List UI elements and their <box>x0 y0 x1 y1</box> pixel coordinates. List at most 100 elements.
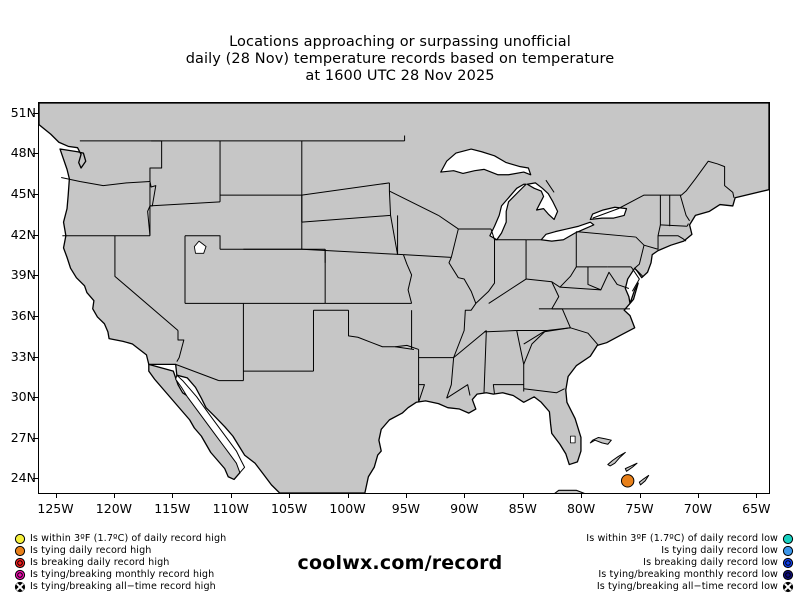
circle-blue-ring-icon <box>782 557 794 569</box>
state-border-line <box>448 257 477 304</box>
legend-item: Is tying/breaking monthly record low <box>494 569 794 581</box>
water-lake-okeechobee <box>570 435 576 444</box>
circle-magenta-ring-icon <box>14 569 26 581</box>
legend-item: Is tying/breaking monthly record high <box>14 569 314 581</box>
longitude-tick <box>347 493 349 498</box>
legend-item: Is within 3ºF (1.7ºC) of daily record hi… <box>14 533 314 545</box>
legend-item: Is within 3ºF (1.7ºC) of daily record lo… <box>494 533 794 545</box>
longitude-tick <box>581 493 583 498</box>
state-border-line <box>559 286 601 291</box>
longitude-axis: 125W 120W 115W 110W 105W 100W 95W 90W 85W 80W 75W 7… <box>37 493 770 516</box>
water-lake-michigan <box>489 183 527 241</box>
state-border-line <box>185 235 221 250</box>
state-border-line <box>149 140 163 182</box>
legend-item-label: Is within 3ºF (1.7ºC) of daily record lo… <box>586 533 778 544</box>
state-border-line <box>402 254 413 304</box>
state-border-line <box>523 388 565 394</box>
map-canvas[interactable] <box>39 103 769 493</box>
longitude-label: 125W <box>37 501 74 516</box>
state-border-line <box>446 303 477 399</box>
legend-item-label: Is tying/breaking monthly record low <box>598 569 778 580</box>
longitude-label: 105W <box>271 501 308 516</box>
legend-item: Is tying daily record high <box>14 545 314 557</box>
station-dot[interactable] <box>620 474 635 488</box>
legend-item-label: Is breaking daily record high <box>30 557 170 568</box>
latitude-label: 24N <box>10 470 36 486</box>
longitude-tick <box>113 493 115 498</box>
latitude-tick <box>33 356 38 358</box>
latitude-label: 39N <box>10 267 36 283</box>
legend-item: Is tying/breaking all−time record high <box>14 581 314 593</box>
landmass-bahamas <box>638 474 650 486</box>
water-gulf-of-california <box>175 374 246 474</box>
legend-item-label: Is within 3ºF (1.7ºC) of daily record hi… <box>30 533 227 544</box>
state-border-line <box>634 236 645 269</box>
state-border-line <box>634 267 644 277</box>
latitude-tick <box>33 478 38 480</box>
landmass-bahamas <box>589 436 612 445</box>
legend-item-label: Is tying/breaking all−time record high <box>30 581 216 592</box>
map-state-borders-layer <box>61 135 735 403</box>
latitude-tick <box>33 315 38 317</box>
latitude-tick <box>33 275 38 277</box>
longitude-label: 70W <box>683 501 713 516</box>
latitude-label: 30N <box>10 389 36 405</box>
state-border-line <box>686 223 689 227</box>
site-watermark: coolwx.com/record <box>297 552 503 574</box>
longitude-tick <box>522 493 524 498</box>
state-border-line <box>516 330 525 392</box>
state-border-line <box>395 346 414 350</box>
state-border-line <box>61 176 157 236</box>
state-border-line <box>551 231 577 288</box>
state-border-line <box>483 330 517 333</box>
map-landmass-layer <box>39 103 769 493</box>
water-lake-ontario <box>589 206 628 221</box>
map-panel[interactable] <box>38 102 770 494</box>
longitude-label: 65W <box>742 501 771 516</box>
state-border-line <box>149 201 221 207</box>
state-border-line <box>545 179 555 193</box>
longitude-tick <box>464 493 466 498</box>
circle-lightblue-icon <box>782 545 794 557</box>
circle-black-x-icon <box>782 581 794 593</box>
landmass-cuba <box>554 489 585 493</box>
state-border-line <box>114 235 179 331</box>
legend-item-label: Is tying daily record low <box>661 545 778 556</box>
state-border-line <box>403 254 452 258</box>
state-border-line <box>301 182 390 196</box>
latitude-tick <box>33 112 38 114</box>
longitude-tick <box>639 493 641 498</box>
latitude-label: 51N <box>10 104 36 120</box>
circle-navy-ring-icon <box>782 569 794 581</box>
longitude-tick <box>697 493 699 498</box>
longitude-label: 110W <box>212 501 249 516</box>
state-border-line <box>576 231 636 238</box>
state-border-line <box>176 330 185 362</box>
state-border-line <box>450 228 459 258</box>
longitude-label: 120W <box>95 501 133 516</box>
legend-item: Is breaking daily record high <box>14 557 314 569</box>
water-lake-superior <box>440 148 532 176</box>
water-lake-huron <box>526 182 559 221</box>
state-border-line <box>658 235 687 242</box>
tying-daily-record-high-marker[interactable] <box>620 474 635 488</box>
longitude-label: 85W <box>508 501 537 516</box>
longitude-tick <box>405 493 407 498</box>
latitude-label: 42N <box>10 226 36 242</box>
map-station-markers-layer[interactable] <box>620 474 635 488</box>
state-border-line <box>446 384 471 399</box>
state-border-line <box>660 224 688 227</box>
legend-item-label: Is tying daily record high <box>30 545 152 556</box>
state-border-line <box>348 310 419 350</box>
state-border-line <box>301 248 404 256</box>
state-border-line <box>389 190 439 216</box>
circle-turquoise-icon <box>782 533 794 545</box>
longitude-tick <box>172 493 174 498</box>
state-border-line <box>523 327 571 345</box>
circle-orange-icon <box>14 545 26 557</box>
legend-item-label: Is breaking daily record low <box>643 557 778 568</box>
page-title-line-2: daily (28 Nov) temperature records based… <box>185 51 615 67</box>
state-border-line <box>475 228 496 304</box>
legend-item: Is tying daily record low <box>494 545 794 557</box>
state-border-line <box>679 194 690 222</box>
